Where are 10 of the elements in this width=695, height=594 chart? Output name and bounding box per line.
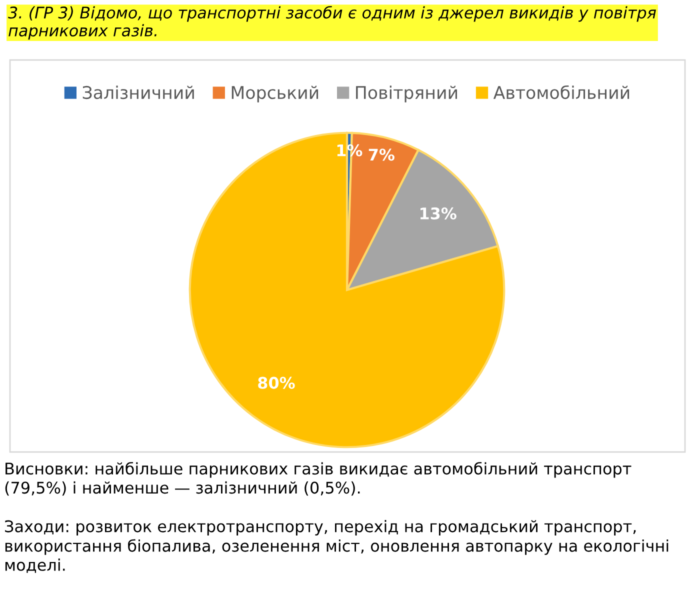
text: Заходи: розвиток електротранспорту, перехід на громадський транспорт, використання біопалива, озеленення міст, оновлення автопарку на екологічні моделі. — [5, 520, 668, 573]
data-label: 7% — [368, 148, 394, 161]
legend-label: Автомобільний — [493, 85, 630, 100]
legend-label: Морський — [232, 86, 318, 102]
data-label: 13% — [420, 207, 456, 220]
chart-title: 3. (ГР 3) Відомо, що транспортні засоби є одним із джерел викидів у повітря парникових газів. — [8, 6, 656, 40]
text: Висновки: найбільше парникових газів викидає автомобільний транспорт (79,5%) і найменше — залізничний (0,5%). — [5, 462, 632, 496]
legend-label: Залізничний — [82, 86, 194, 100]
legend-label: Повітряний — [356, 86, 457, 102]
data-label: 80% — [258, 376, 295, 389]
